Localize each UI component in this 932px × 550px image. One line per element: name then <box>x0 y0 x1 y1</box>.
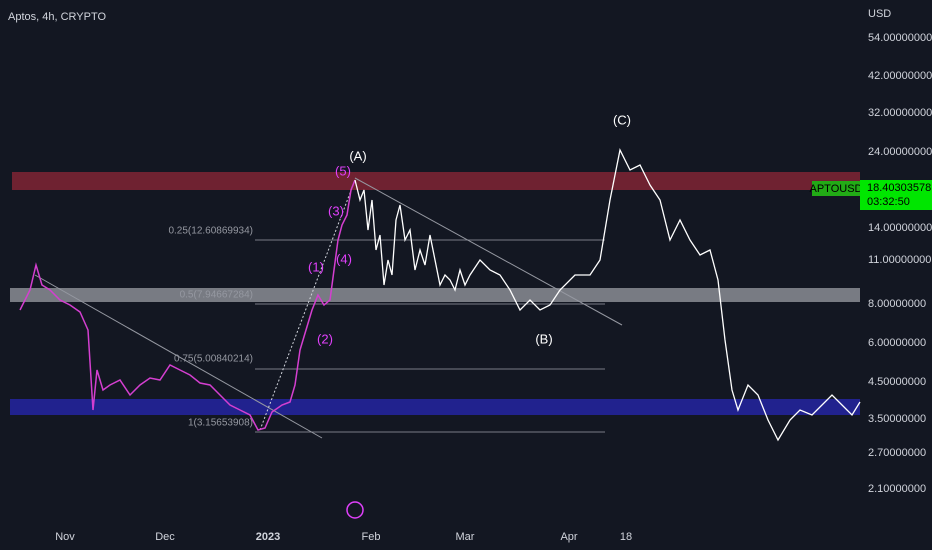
time-label: Nov <box>55 531 75 543</box>
time-label: Apr <box>560 531 577 543</box>
time-label: 18 <box>620 531 632 543</box>
fib-label: 0.25(12.60869934) <box>168 226 253 237</box>
countdown: 03:32:50 <box>867 196 910 208</box>
wave-label: (C) <box>613 112 631 127</box>
price-label: 32.00000000 <box>868 107 932 119</box>
price-label: 14.00000000 <box>868 222 932 234</box>
last-price: 18.40303578 <box>867 182 931 194</box>
wave-label: (1) <box>308 259 324 274</box>
fib-label: 1(3.15653908) <box>188 418 253 429</box>
price-label: 2.10000000 <box>868 483 926 495</box>
fib-label: 0.75(5.00840214) <box>174 354 253 365</box>
wave-dotted <box>259 179 356 431</box>
price-label: 24.00000000 <box>868 146 932 158</box>
price-unit: USD <box>868 8 891 20</box>
support-zone <box>10 399 860 415</box>
time-label: Dec <box>155 531 175 543</box>
wave-label: (3) <box>328 203 344 218</box>
symbol-tag <box>812 181 860 196</box>
price-label: 8.00000000 <box>868 298 926 310</box>
price-label: 11.00000000 <box>868 254 931 266</box>
time-label: 2023 <box>256 531 280 543</box>
fib-label: 0.5(7.94667284) <box>180 290 253 301</box>
time-label: Mar <box>456 531 475 543</box>
symbol-title: Aptos, 4h, CRYPTO <box>8 11 106 23</box>
wave-label: (2) <box>317 331 333 346</box>
price-label: 2.70000000 <box>868 447 926 459</box>
fib-lines <box>255 239 605 433</box>
price-tag <box>860 180 932 210</box>
resistance-zone <box>12 172 860 190</box>
price-label: 6.00000000 <box>868 337 926 349</box>
wave-label: (A) <box>349 148 366 163</box>
projection-path <box>354 148 861 442</box>
mid-zone <box>10 288 860 302</box>
price-history <box>19 179 356 431</box>
wave-label: (4) <box>336 251 352 266</box>
price-label: 54.00000000 <box>868 32 932 44</box>
event-icon <box>346 501 364 519</box>
price-label: 3.50000000 <box>868 413 926 425</box>
symbol-tag-label: APTOUSD <box>810 183 863 195</box>
price-label: 4.50000000 <box>868 376 926 388</box>
time-label: Feb <box>362 531 381 543</box>
wave-label: (5) <box>335 163 351 178</box>
wave-label: (B) <box>535 331 552 346</box>
price-label: 42.00000000 <box>868 70 932 82</box>
